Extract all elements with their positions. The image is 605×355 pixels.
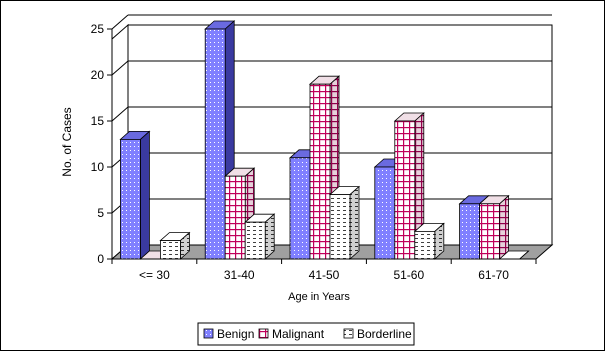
bar-front: [479, 203, 501, 260]
bar-side: [519, 250, 529, 260]
bar-front: [244, 221, 266, 260]
legend-label-benign: Benign: [217, 327, 254, 341]
bar-chart: 0 5 10 15 20 25 <= 30 31-40 41-50 51-60 61-70 No.…: [60, 14, 554, 346]
gridline-side: [111, 106, 129, 122]
legend: Benign Malignant Borderline: [197, 322, 415, 346]
x-axis-label: Age in Years: [288, 291, 350, 303]
legend-swatch-borderline: [343, 328, 354, 339]
bar-front: [204, 28, 226, 260]
bar-malignant-4: [478, 194, 510, 260]
legend-label-borderline: Borderline: [357, 327, 412, 341]
bar-front: [289, 157, 311, 260]
bar-front: [459, 203, 481, 260]
y-tick-label: 0: [97, 252, 104, 266]
bar-front: [414, 230, 436, 260]
y-axis-ticks: 0 5 10 15 20 25: [91, 22, 113, 266]
gridline-side: [111, 14, 129, 30]
bar-benign-0: [119, 130, 151, 260]
y-tick-label: 15: [91, 114, 105, 128]
bar-front: [120, 138, 141, 260]
bar-front: [394, 120, 416, 260]
bar-borderline-1: [244, 213, 276, 260]
legend-box: [197, 322, 415, 346]
legend-swatch-benign: [203, 328, 214, 339]
bar-borderline-0: [159, 231, 191, 260]
x-tick-label: 41-50: [309, 268, 340, 282]
x-tick-label: 31-40: [224, 268, 255, 282]
y-tick-label: 25: [91, 22, 105, 36]
y-tick-label: 10: [91, 160, 105, 174]
bar-borderline-2: [328, 185, 361, 260]
x-tick-label: 51-60: [393, 268, 424, 282]
bar-malignant-3: [393, 112, 425, 260]
bar-side: [264, 213, 275, 260]
y-tick-label: 20: [91, 68, 105, 82]
bar-side: [349, 185, 360, 260]
bar-front: [159, 240, 181, 260]
x-tick-label: 61-70: [478, 268, 509, 282]
legend-swatch-malignant: [258, 328, 269, 339]
bars: [119, 20, 530, 260]
bar-front: [374, 166, 396, 260]
y-axis-label: No. of Cases: [60, 107, 74, 176]
bar-side: [499, 194, 510, 260]
legend-label-malignant: Malignant: [272, 327, 325, 341]
bar-front: [329, 194, 351, 260]
bar-side: [139, 130, 150, 260]
bar-front: [309, 83, 331, 260]
y-tick-label: 5: [97, 206, 104, 220]
x-axis-ticks: <= 30 31-40 41-50 51-60 61-70: [111, 258, 537, 282]
bar-borderline-3: [413, 222, 445, 260]
gridline-side: [111, 60, 129, 76]
bar-front: [224, 175, 246, 260]
x-tick-label: <= 30: [139, 268, 170, 282]
